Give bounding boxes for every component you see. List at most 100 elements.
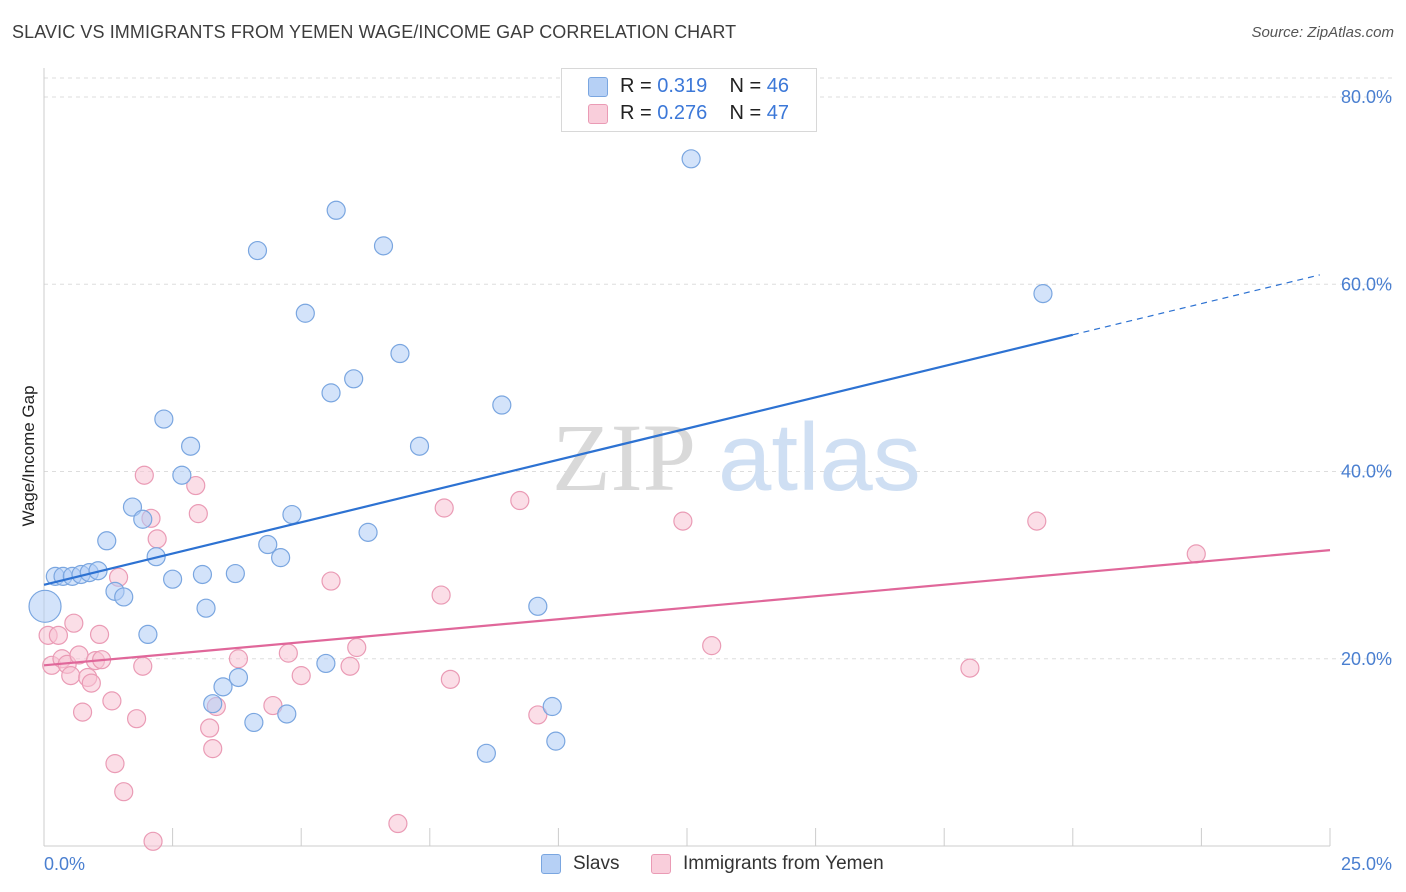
slavs-point xyxy=(476,743,496,763)
yemen-point xyxy=(188,504,208,524)
legend-label-yemen: Immigrants from Yemen xyxy=(683,853,884,874)
yemen-point xyxy=(960,658,980,678)
slavs-trend-extension xyxy=(1072,274,1320,336)
legend-row-yemen-text: R = 0.276 N = 47 xyxy=(620,102,789,125)
yemen-swatch xyxy=(651,854,671,874)
slavs-point xyxy=(1033,284,1053,304)
slavs-point xyxy=(373,236,394,256)
yemen-point xyxy=(133,656,153,676)
yemen-point xyxy=(203,739,223,759)
yemen-point xyxy=(147,529,167,549)
legend-row-slavs-text: R = 0.319 N = 46 xyxy=(620,75,789,98)
yemen-point xyxy=(1186,544,1206,564)
slavs-point xyxy=(326,200,346,220)
yemen-point xyxy=(528,705,548,725)
yemen-point xyxy=(114,782,134,802)
yemen-trend-line xyxy=(43,549,1331,667)
slavs-point xyxy=(271,548,291,568)
r-value: 0.276 xyxy=(657,102,708,124)
slavs-point xyxy=(542,696,562,717)
yemen-point xyxy=(321,571,341,591)
slavs-point xyxy=(390,343,410,364)
slavs-point xyxy=(154,409,174,429)
slavs-point xyxy=(122,497,143,517)
slavs-point xyxy=(295,303,315,323)
y-axis-label: Wage/Income Gap xyxy=(19,385,38,526)
yemen-point xyxy=(48,625,69,645)
x-ticks xyxy=(43,828,1331,846)
yemen-point xyxy=(186,475,206,496)
watermark-zip: ZIP xyxy=(552,404,696,511)
slavs-trend-line xyxy=(43,333,1074,586)
legend-stats: R = 0.319 N = 46 R = 0.276 N = 47 xyxy=(561,68,817,132)
grid-lines xyxy=(44,77,1392,660)
trend-lines xyxy=(43,274,1331,667)
r-label: R = xyxy=(620,102,652,124)
slavs-swatch xyxy=(588,77,608,97)
slavs-point xyxy=(546,731,566,751)
slavs-swatch xyxy=(541,854,561,874)
slavs-point xyxy=(172,465,192,485)
slavs-point xyxy=(409,436,430,456)
slavs-point xyxy=(196,598,216,618)
yemen-point xyxy=(134,465,154,485)
slavs-point xyxy=(138,624,158,645)
yemen-point xyxy=(340,656,360,676)
slavs-point xyxy=(181,436,201,456)
legend-label-slavs: Slavs xyxy=(573,853,620,874)
yemen-point xyxy=(510,490,530,511)
yemen-point xyxy=(1027,511,1047,531)
yemen-point xyxy=(61,666,81,686)
slavs-point xyxy=(492,395,512,415)
yemen-point xyxy=(388,813,408,834)
y-tick-label: 40.0% xyxy=(1341,462,1392,482)
yemen-point xyxy=(143,831,163,851)
n-value: 47 xyxy=(766,102,790,124)
yemen-point xyxy=(673,511,693,531)
r-value: 0.319 xyxy=(657,75,708,97)
chart-title: SLAVIC VS IMMIGRANTS FROM YEMEN WAGE/INC… xyxy=(12,22,737,42)
slavs-point xyxy=(277,704,297,724)
yemen-point xyxy=(126,709,147,729)
yemen-point xyxy=(278,643,298,663)
y-tick-labels: 20.0% 40.0% 60.0% 80.0% xyxy=(1341,87,1392,669)
slavs-point xyxy=(228,667,249,688)
yemen-point xyxy=(434,498,454,518)
n-label: N = xyxy=(729,102,762,124)
yemen-point xyxy=(228,649,249,669)
yemen-point xyxy=(263,695,283,716)
slavs-point xyxy=(114,587,134,607)
y-tick-label: 20.0% xyxy=(1341,649,1392,669)
slavs-point xyxy=(344,369,364,389)
y-tick-label: 80.0% xyxy=(1341,87,1392,107)
slavs-point xyxy=(321,383,341,403)
slavs-point xyxy=(282,504,302,525)
watermark-atlas: atlas xyxy=(718,404,921,511)
slavs-point xyxy=(133,509,153,529)
yemen-point xyxy=(105,754,125,774)
x-tick-label-max: 25.0% xyxy=(1341,854,1392,874)
slavs-point xyxy=(244,712,264,733)
r-label: R = xyxy=(620,75,652,97)
slavs-point xyxy=(316,653,336,674)
slavs-point xyxy=(213,677,233,697)
slavs-point xyxy=(528,596,548,616)
watermark: ZIP atlas xyxy=(552,404,921,511)
yemen-point xyxy=(102,691,122,711)
n-value: 46 xyxy=(766,75,790,97)
slavs-point xyxy=(192,564,213,585)
slavs-point xyxy=(681,149,701,169)
series-yemen-points xyxy=(38,465,1206,851)
yemen-point xyxy=(440,669,460,689)
yemen-swatch xyxy=(588,104,608,124)
yemen-point xyxy=(291,666,311,686)
slavs-point xyxy=(358,522,378,542)
slavs-point xyxy=(28,589,62,623)
slavs-point xyxy=(163,569,183,589)
legend-series: Slavs Immigrants from Yemen xyxy=(0,852,1406,878)
yemen-point xyxy=(200,718,220,738)
yemen-point xyxy=(81,673,101,693)
slavs-point xyxy=(258,534,278,555)
yemen-point xyxy=(89,624,110,645)
